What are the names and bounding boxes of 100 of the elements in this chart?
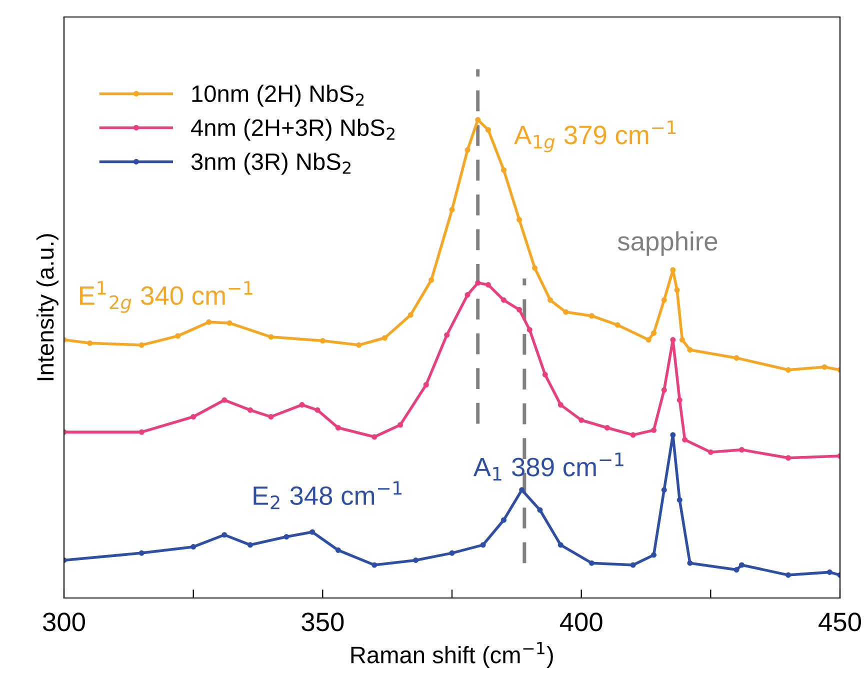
point [614, 322, 620, 328]
point [558, 542, 564, 548]
point [682, 436, 688, 442]
x-tick-label: 400 [560, 612, 602, 632]
point [630, 562, 636, 568]
point [299, 402, 305, 408]
point [679, 337, 685, 343]
point [588, 313, 594, 319]
point [485, 127, 491, 133]
point [222, 532, 228, 538]
point [650, 427, 657, 433]
point [444, 332, 450, 338]
point [382, 335, 388, 341]
point [650, 330, 657, 336]
point [661, 487, 667, 493]
point [558, 402, 564, 408]
point [475, 280, 481, 286]
point [676, 397, 682, 403]
point [519, 487, 525, 493]
point [661, 297, 667, 303]
point [734, 567, 740, 573]
point [268, 414, 274, 420]
point [604, 424, 610, 431]
point [650, 552, 657, 558]
point [372, 562, 378, 568]
point [485, 282, 491, 288]
point [826, 569, 832, 575]
annotation: E$_{2}$ 348 cm$^{−1}$ [254, 481, 402, 510]
point [138, 342, 144, 348]
point [532, 265, 538, 271]
point [630, 432, 636, 438]
point [423, 382, 429, 388]
point [500, 297, 507, 303]
point [449, 206, 455, 212]
point [314, 407, 320, 413]
point [738, 562, 744, 568]
point [464, 147, 470, 153]
point [138, 429, 144, 435]
point [372, 434, 378, 440]
x-tick-label: 450 [818, 612, 861, 632]
point [785, 367, 792, 373]
point [247, 542, 254, 548]
point [449, 550, 455, 556]
point [526, 326, 532, 333]
point [335, 547, 341, 553]
x-axis-title: Raman shift (cm$^{−1}$) [351, 642, 553, 668]
point [516, 216, 522, 223]
point [480, 542, 486, 548]
annotation: A$_{1g}$ 379 cm$^{−1}$ [514, 120, 676, 152]
legend-label: 3nm (3R) NbS$_{2}$ [191, 152, 350, 175]
point [548, 297, 554, 303]
point [413, 557, 419, 563]
point [670, 432, 676, 438]
point [646, 337, 652, 343]
point [335, 424, 341, 431]
point [310, 529, 316, 535]
point [190, 544, 196, 550]
point [738, 446, 744, 453]
point [516, 306, 522, 312]
point [785, 572, 792, 578]
annotation: A$_{1}$ 389 cm$^{−1}$ [473, 452, 624, 480]
point [268, 334, 274, 340]
point [87, 340, 93, 346]
point [537, 507, 543, 513]
point [563, 309, 569, 315]
point [284, 534, 290, 540]
point [428, 277, 434, 283]
point [578, 417, 584, 423]
legend-label: 4nm (2H+3R) NbS$_{2}$ [191, 118, 394, 141]
point [500, 517, 507, 523]
point [708, 449, 714, 455]
point [661, 387, 667, 393]
point [687, 560, 693, 566]
point [475, 117, 481, 123]
point [320, 338, 326, 344]
point [226, 320, 232, 326]
x-tick-label: 350 [302, 612, 344, 632]
x-tick-label: 300 [42, 612, 85, 632]
point [397, 422, 404, 428]
point [542, 372, 548, 378]
point [408, 312, 414, 318]
point [464, 292, 470, 298]
legend-label: 10nm (2H) NbS$_{2}$ [192, 84, 364, 107]
point [222, 397, 228, 403]
point [687, 347, 693, 353]
point [356, 342, 362, 348]
point [734, 355, 740, 361]
point [588, 560, 594, 566]
point [190, 414, 196, 420]
point [500, 167, 507, 173]
point [206, 319, 212, 325]
point [676, 497, 682, 503]
point [785, 455, 792, 461]
y-axis-title: Intensity (a.u.) [36, 234, 58, 380]
point [822, 364, 828, 370]
point [175, 333, 181, 339]
annotation: sapphire [618, 231, 718, 256]
point [674, 287, 680, 293]
point [247, 407, 254, 413]
annotation: E$^{1}$$_{2g}$ 340 cm$^{−1}$ [80, 281, 252, 313]
